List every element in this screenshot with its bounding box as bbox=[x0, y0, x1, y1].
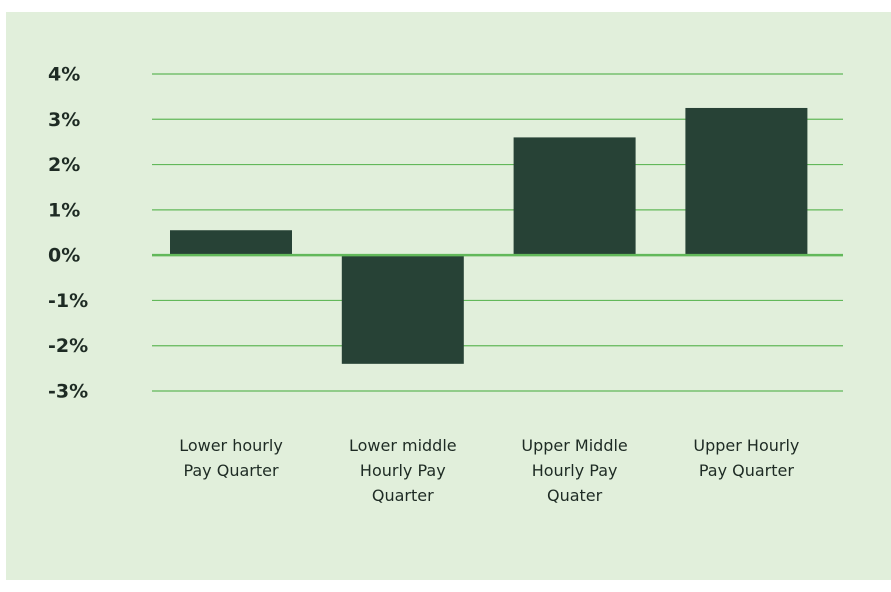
y-tick-label: -2% bbox=[48, 335, 88, 357]
y-tick-label: 2% bbox=[48, 154, 80, 176]
bar bbox=[170, 230, 292, 256]
x-tick-label: Lower hourly Pay Quarter bbox=[179, 436, 283, 480]
x-tick-label: Upper Hourly Pay Quarter bbox=[693, 436, 800, 480]
y-tick-label: -1% bbox=[48, 290, 88, 312]
x-tick-label: Upper Middle Hourly Pay Quater bbox=[521, 436, 628, 505]
y-tick-label: 4% bbox=[48, 64, 80, 86]
y-tick-label: -3% bbox=[48, 381, 88, 403]
bar bbox=[341, 255, 464, 364]
bar bbox=[513, 137, 636, 256]
bar bbox=[685, 107, 808, 256]
x-tick-label: Lower middle Hourly Pay Quarter bbox=[348, 436, 457, 505]
y-tick-label: 1% bbox=[48, 199, 80, 221]
y-tick-label: 3% bbox=[48, 109, 80, 131]
y-tick-label: 0% bbox=[48, 245, 80, 267]
